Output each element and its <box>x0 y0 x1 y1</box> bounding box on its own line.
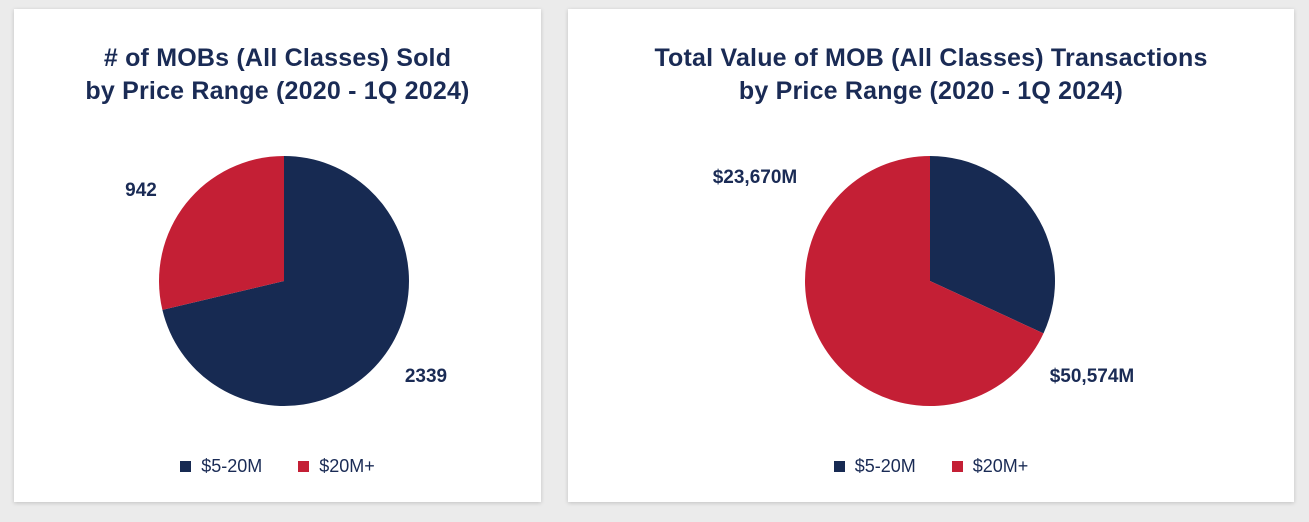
pie-slice-5-20m <box>162 156 409 407</box>
pie-slice-20m-plus <box>805 156 1044 407</box>
legend-swatch-red <box>298 461 310 472</box>
legend-swatch-red <box>951 461 963 472</box>
legend-item-5-20m: $5-20M <box>180 456 262 477</box>
legend-label: $5-20M <box>201 456 263 476</box>
slice-data-label: $23,670M <box>713 167 798 188</box>
legend-item-20m-plus: $20M+ <box>951 456 1029 477</box>
chart-title: Total Value of MOB (All Classes) Transac… <box>568 42 1294 108</box>
legend-swatch-navy <box>180 461 192 472</box>
pie-slice-5-20m <box>930 156 1055 334</box>
chart-title-line-1: # of MOBs (All Classes) Sold <box>103 44 452 72</box>
slice-data-label: $50,574M <box>1050 366 1135 387</box>
pie-chart-mob-count: 2339 942 <box>125 156 447 407</box>
chart-title: # of MOBs (All Classes) Sold by Price Ra… <box>14 42 541 108</box>
chart-legend: $5-20M $20M+ <box>568 456 1294 477</box>
chart-title-line-1: Total Value of MOB (All Classes) Transac… <box>654 44 1208 72</box>
chart-title-line-2: by Price Range (2020 - 1Q 2024) <box>85 77 470 105</box>
legend-label: $20M+ <box>319 456 375 476</box>
pie-slice-20m-plus <box>159 156 284 310</box>
legend-item-5-20m: $5-20M <box>833 456 916 477</box>
slice-data-label: 2339 <box>405 366 447 387</box>
pie-chart-transaction-value: $23,670M $50,574M <box>713 156 1135 407</box>
slice-data-label: 942 <box>125 180 157 201</box>
chart-card-mob-count: # of MOBs (All Classes) Sold by Price Ra… <box>14 9 541 502</box>
chart-card-transaction-value: Total Value of MOB (All Classes) Transac… <box>568 9 1294 502</box>
chart-legend: $5-20M $20M+ <box>14 456 541 477</box>
legend-item-20m-plus: $20M+ <box>298 456 375 477</box>
legend-label: $5-20M <box>854 456 916 476</box>
chart-title-line-2: by Price Range (2020 - 1Q 2024) <box>738 77 1124 105</box>
legend-label: $20M+ <box>972 456 1029 476</box>
legend-swatch-navy <box>833 461 845 472</box>
